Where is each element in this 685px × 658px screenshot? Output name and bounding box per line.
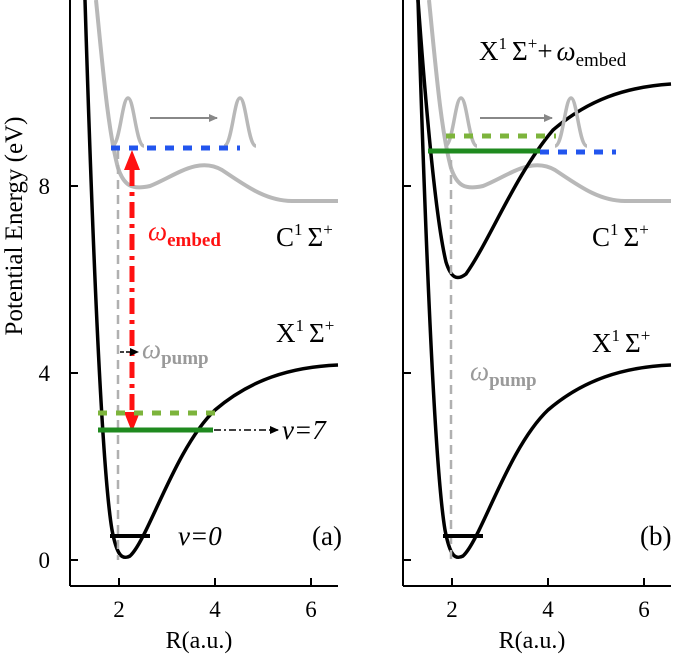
panel-a-x-state-label: X1 Σ+ [276,316,334,348]
panel-a-x-state-curve [83,0,339,560]
panel-a-omega-embed-label: ωembed [148,216,221,251]
panel-b-dressed-curve [416,0,672,280]
panel-b-c-state-curve [427,0,671,203]
panel-b-tag: (b) [640,521,671,551]
y-tick-label-0: 0 [39,548,51,573]
panel-a-omega-pump-label: ωpump [142,334,209,369]
panel-b-x-axis-label: R(a.u.) [499,628,566,654]
panel-a-x-tick-label-2: 2 [113,597,125,622]
panel-b-omega-pump-label: ωpump [470,356,537,391]
y-axis-label: Potential Energy (eV) [1,117,28,336]
panel-b-x-tick-label-2: 2 [446,597,458,622]
panel-b-x-state-label: X1 Σ+ [592,326,650,358]
panel-a-v7-label: ν=7 [282,415,327,445]
panel-b-x-state-curve [416,0,672,560]
panel-b-x-tick-label-4: 4 [542,597,554,622]
panel-a-x-tick-label-6: 6 [305,597,317,622]
panel-b-wavepacket-left [443,96,479,148]
panel-a-tag: (a) [312,521,342,551]
y-tick-label-8: 8 [39,174,51,199]
panel-b-wavepacket-right [553,96,589,148]
panel-a-v0-label: ν=0 [178,521,222,551]
panel-a-c-state-curve [94,0,338,203]
panel-a-c-state-label: C1 Σ+ [276,220,333,252]
panel-b-x-tick-label-6: 6 [638,597,650,622]
panel-a-wavepacket-left [110,96,146,148]
panel-a-omega-embed-arrowhead-down [124,412,140,432]
panel-a-omega-embed-arrowhead-up [124,150,140,170]
panel-b-dressed-state-label: X1 Σ++ ωembed [479,34,627,71]
panel-a-x-tick-label-4: 4 [209,597,221,622]
panel-a-wavepacket-right [222,96,258,148]
panel-a: ωembed C1 Σ+ X1 Σ+ ωpump ν=7 ν=0 (a) [69,0,342,587]
panel-b: X1 Σ++ ωembed C1 Σ+ X1 Σ+ ωpump (b) [402,0,672,587]
y-tick-label-4: 4 [39,361,51,386]
panel-b-c-state-label: C1 Σ+ [592,220,649,252]
panel-a-x-axis-label: R(a.u.) [166,628,233,654]
